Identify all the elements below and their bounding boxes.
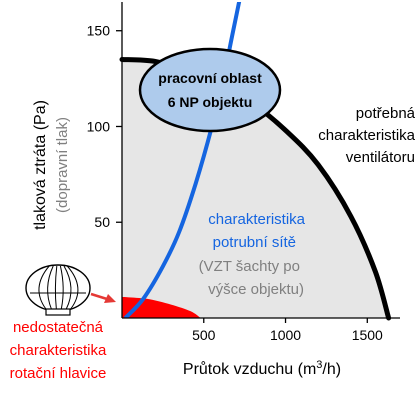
x-axis-label-main: Průtok vzduchu (m bbox=[183, 360, 316, 378]
fan-series-label: potřebná bbox=[356, 105, 416, 122]
y-tick-label: 150 bbox=[87, 23, 111, 39]
rotary-head-label: charakteristika bbox=[10, 342, 107, 359]
rotary-head-label: nedostatečná bbox=[13, 319, 104, 336]
arrow-shaft bbox=[90, 292, 108, 301]
y-axis-sublabel: (dopravní tlak) bbox=[54, 117, 71, 213]
operating-region-label: pracovní oblast bbox=[158, 70, 262, 86]
arrow-head bbox=[104, 294, 116, 303]
duct-series-label: charakteristika bbox=[208, 211, 305, 228]
operating-region-label: 6 NP objektu bbox=[168, 94, 253, 110]
duct-series-note: výšce objektu) bbox=[208, 281, 304, 298]
turbine-vane bbox=[66, 265, 79, 310]
labels: 50 100 150 500 1000 1500 pracovní oblast 6 NP o… bbox=[10, 23, 416, 382]
x-axis-label-tail: /h) bbox=[322, 361, 341, 378]
rotary-head-label: rotační hlavice bbox=[10, 365, 107, 382]
operating-region-ellipse bbox=[138, 47, 282, 133]
fan-series-label: charakteristika bbox=[318, 127, 415, 144]
plot-area bbox=[25, 2, 400, 323]
turbine-vane bbox=[63, 265, 72, 310]
x-axis-label-sup: 3 bbox=[316, 359, 322, 371]
x-tick-label: 1500 bbox=[352, 327, 383, 343]
y-tick-label: 50 bbox=[94, 214, 110, 230]
y-tick-label: 100 bbox=[87, 118, 111, 134]
x-tick-label: 1000 bbox=[270, 327, 301, 343]
turbine-dome bbox=[25, 264, 91, 312]
x-axis-label: Průtok vzduchu (m3/h) bbox=[183, 359, 341, 378]
duct-series-note: (VZT šachty po bbox=[199, 258, 300, 275]
turbine-vane bbox=[38, 265, 50, 310]
duct-network-curve bbox=[123, 2, 242, 318]
turbine-vane bbox=[47, 265, 54, 310]
x-tick-label: 500 bbox=[192, 327, 216, 343]
turbine-vane bbox=[59, 265, 64, 310]
y-axis-label: tlaková ztráta (Pa) bbox=[32, 100, 49, 230]
duct-series-label: potrubní sítě bbox=[213, 234, 296, 251]
turbine-vane bbox=[54, 265, 58, 310]
fan-series-label: ventilátoru bbox=[346, 149, 415, 166]
rotary-turbine-icon bbox=[25, 264, 91, 316]
turbine-base bbox=[45, 308, 71, 316]
